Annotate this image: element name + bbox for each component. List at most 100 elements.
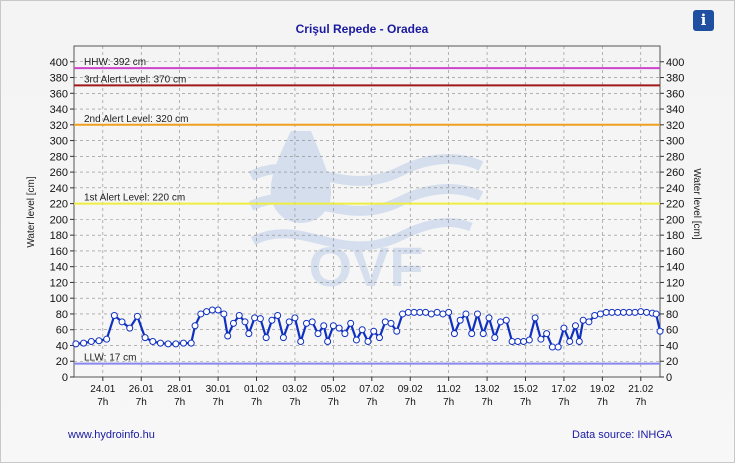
data-point [416,308,424,316]
data-point [422,308,430,316]
data-point [352,336,360,344]
y-tick-label: 360 [50,88,68,100]
data-point [462,310,470,318]
data-point [543,330,551,338]
data-point [187,339,195,347]
x-tick-date: 15.02 [513,384,538,395]
info-icon[interactable]: i [693,10,714,31]
x-tick-date: 09.02 [398,384,423,395]
y-tick-label: 80 [56,309,68,321]
data-point [197,310,205,318]
y-tick-label: 380 [50,73,68,85]
data-point [579,316,587,324]
y-tick-label: 20 [666,356,678,368]
y-tick-label: 100 [666,293,684,305]
data-source: Data source: INHGA [572,429,673,441]
data-point [571,322,579,330]
y-tick-label: 140 [666,262,684,274]
data-point [103,335,111,343]
data-point [575,338,583,346]
x-tick-hour: 7h [97,397,108,408]
data-point [180,339,188,347]
data-point [320,322,328,330]
data-point [297,338,305,346]
data-point [370,327,378,335]
y-tick-label: 320 [50,120,68,132]
x-tick-hour: 7h [597,397,608,408]
data-point [450,330,458,338]
x-tick-date: 13.02 [475,384,500,395]
y-tick-label: 260 [666,167,684,179]
data-point [229,319,237,327]
data-point [203,308,211,316]
data-point [625,308,633,316]
y-tick-label: 400 [50,57,68,69]
y-axis-right: 0 20 40 60 80 100 120 140 160 180 200 220 240 260 280 3… [660,57,684,384]
x-tick-hour: 7h [174,397,185,408]
plot-area-border [73,45,661,378]
data-point [656,327,664,335]
data-point [381,318,389,326]
data-point [308,318,316,326]
data-point [468,330,476,338]
reference-line-label: 2nd Alert Level: 320 cm [84,114,189,125]
y-axis-left: 0 20 40 60 80 100 120 140 160 180 200 220 240 260 280 3… [50,57,74,384]
x-tick-date: 28.01 [167,384,192,395]
data-point [387,319,395,327]
x-tick-date: 19.02 [590,384,615,395]
data-point [235,312,243,320]
x-tick-date: 11.02 [437,384,462,395]
x-tick-hour: 7h [520,397,531,408]
y-tick-label: 0 [62,372,68,384]
data-point [491,334,499,342]
data-point [274,312,282,320]
data-point [393,327,401,335]
x-tick-date: 05.02 [321,384,346,395]
data-point [445,308,453,316]
data-point [324,338,332,346]
data-point [531,314,539,322]
reference-line-label: 1st Alert Level: 220 cm [84,193,185,204]
y-tick-label: 0 [666,372,672,384]
website-link[interactable]: www.hydroinfo.hu [68,429,155,441]
data-point [520,338,528,346]
y-tick-label: 40 [666,340,678,352]
x-tick-date: 21.02 [628,384,653,395]
data-point [619,308,627,316]
wave-mark-3 [250,218,473,251]
data-point [585,318,593,326]
data-point [497,318,505,326]
y-tick-label: 320 [666,120,684,132]
x-tick-hour: 7h [366,397,377,408]
wave-mark-2 [248,184,484,216]
data-point [537,335,545,343]
data-point [410,308,418,316]
x-tick-hour: 7h [405,397,416,408]
data-point [566,338,574,346]
data-point [548,343,556,351]
x-tick-hour: 7h [558,397,569,408]
y-tick-label: 20 [56,356,68,368]
data-point [479,330,487,338]
data-point [375,334,383,342]
x-tick-date: 24.01 [90,384,115,395]
y-tick-label: 340 [666,104,684,116]
data-point [133,312,141,320]
data-point [347,319,355,327]
data-point [358,326,366,334]
y-tick-label: 60 [56,325,68,337]
data-point [643,308,651,316]
data-point [596,310,604,318]
data-point [608,308,616,316]
x-tick-date: 26.01 [129,384,154,395]
data-point [149,338,157,346]
x-tick-hour: 7h [443,397,454,408]
data-point [191,322,199,330]
data-point [456,316,464,324]
data-point [439,310,447,318]
data-point [251,314,259,322]
y-tick-label: 100 [50,293,68,305]
y-tick-label: 80 [666,309,678,321]
data-point [220,310,228,318]
